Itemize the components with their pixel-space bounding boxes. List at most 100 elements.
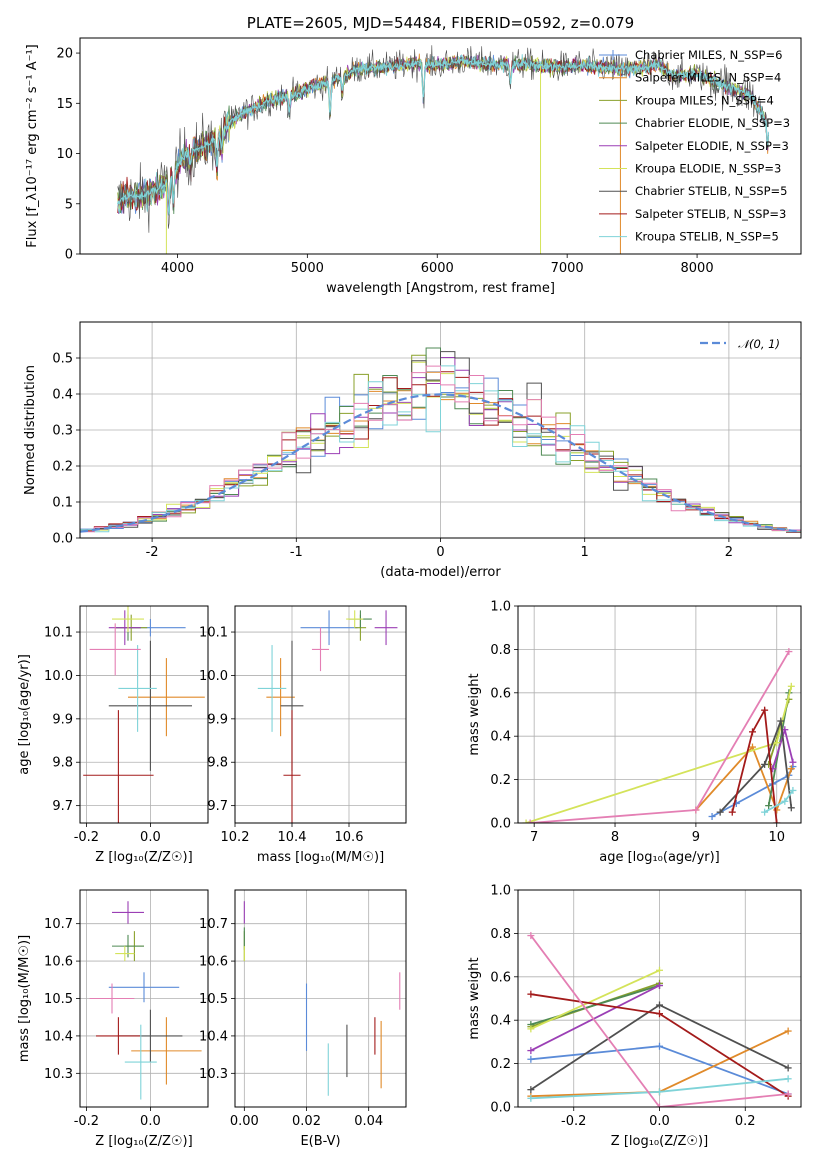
- legend-entry: Chabrier STELIB, N_SSP=5: [635, 184, 787, 198]
- x-tick-label: 4000: [161, 261, 194, 276]
- y-tick-label: 0.0: [52, 532, 73, 547]
- y-tick-label: 10.5: [44, 992, 73, 1007]
- x-tick-label: 5000: [291, 261, 324, 276]
- y-tick-label: 9.7: [207, 799, 228, 814]
- x-tick-label: 1: [581, 545, 589, 560]
- spectrum-legend: Chabrier MILES, N_SSP=6 Salpeter MILES, N…: [599, 48, 790, 244]
- weight-marker: [761, 808, 769, 816]
- weight-marker: [781, 797, 789, 805]
- x-tick-label: 2: [725, 545, 733, 560]
- errorbar-point: [283, 710, 301, 823]
- weight_vs_z-panel: -0.2 0.0 0.2 0.0 0.2 0.4 0.6 0.8 1.0 Z [log₁₀(Z/Z…: [467, 884, 802, 1149]
- x-tick-label: 9: [692, 830, 700, 845]
- weight-marker: [656, 1088, 663, 1096]
- x-axis-label: age [log₁₀(age/yr)]: [599, 850, 720, 865]
- weight-marker: [656, 1042, 663, 1050]
- x-tick-label: 8: [611, 830, 619, 845]
- weight-line: [530, 969, 660, 1030]
- y-tick-label: 0.0: [490, 817, 511, 832]
- errorbar-point: [108, 640, 192, 771]
- axes-frame: [79, 605, 209, 824]
- weight-line: [695, 745, 793, 813]
- y-axis-label: mass weight: [467, 673, 482, 755]
- errorbar-point: [300, 610, 358, 646]
- y-tick-label: 1.0: [490, 600, 511, 615]
- spectrum-data-line: [117, 45, 769, 233]
- y-tick-label: 9.8: [207, 756, 228, 771]
- spectrum-marks: [117, 45, 770, 254]
- x-axis-label: Z [log₁₀(Z/Z☉)]: [611, 1134, 708, 1149]
- weight-marker: [761, 760, 769, 768]
- mass_vs_z-panel: -0.2 0.0 10.3 10.4 10.5 10.6 10.7 Z [log₁₀(Z/Z☉…: [17, 889, 209, 1149]
- spectrum-panel: 4000 5000 6000 7000 8000 0 5 10 15 20 wavelength […: [25, 14, 802, 296]
- y-tick-label: 0.2: [52, 460, 73, 475]
- weight-marker: [748, 728, 756, 736]
- weight-marker: [789, 758, 797, 766]
- weight-line: [530, 651, 790, 823]
- weight-marker: [716, 808, 724, 816]
- mass_vs_ebv-marks: [243, 901, 401, 1096]
- age_vs_z-panel: -0.2 0.0 9.7 9.8 9.9 10.0 10.1 Z [log₁₀(Z/Z☉)] a…: [17, 605, 209, 865]
- normal-curve: [80, 393, 801, 533]
- weight-marker: [656, 1010, 663, 1018]
- x-tick-label: 7000: [551, 261, 584, 276]
- weight-marker: [692, 806, 700, 814]
- histogram-series: [80, 365, 801, 538]
- y-tick-label: 10.6: [199, 955, 228, 970]
- y-tick-label: 0.2: [490, 1057, 511, 1072]
- errorbar-point: [112, 901, 144, 924]
- x-tick-label: 10.4: [278, 830, 307, 845]
- weight-line: [530, 935, 789, 1107]
- errorbar-point: [131, 1017, 202, 1085]
- weight-marker: [527, 1047, 535, 1055]
- weight-marker: [748, 743, 756, 751]
- y-tick-label: 9.9: [52, 712, 73, 727]
- weight-marker: [527, 932, 535, 940]
- errorbar-point: [374, 610, 398, 646]
- age_vs_mass-panel: 10.2 10.4 10.6 9.7 9.8 9.9 10.0 10.1 mass [log₁₀…: [199, 605, 407, 865]
- age_vs_mass-marks: [257, 610, 398, 823]
- weight-marker: [789, 786, 797, 794]
- errorbar-point: [257, 645, 287, 732]
- x-axis-label: Z [log₁₀(Z/Z☉)]: [95, 850, 192, 865]
- x-tick-label: 0.0: [140, 1114, 161, 1129]
- errorbar-point: [124, 1024, 157, 1100]
- y-tick-label: 0: [65, 248, 73, 263]
- weight_vs_age-panel: 7 8 9 10 0.0 0.2 0.4 0.6 0.8 1.0 age [log₁₀(age/yr…: [467, 600, 802, 865]
- x-tick-label: 8000: [681, 261, 714, 276]
- residuals-marks: [80, 347, 801, 538]
- weight-marker: [656, 966, 663, 974]
- weight-marker: [784, 1075, 792, 1083]
- legend-entry: Kroupa ELODIE, N_SSP=3: [635, 162, 781, 176]
- x-tick-label: -2: [146, 545, 159, 560]
- x-tick-label: 0.02: [292, 1114, 321, 1129]
- y-tick-label: 5: [65, 197, 73, 212]
- weight-marker: [522, 819, 530, 823]
- age_vs_z-marks: [83, 606, 205, 823]
- y-tick-label: 10.4: [199, 1029, 228, 1044]
- weight-marker: [784, 1027, 792, 1035]
- axes-frame: [234, 889, 407, 1108]
- weight-line: [719, 720, 793, 813]
- x-tick-label: 0.04: [354, 1114, 383, 1129]
- errorbar-point: [266, 658, 295, 737]
- weight-marker: [527, 1055, 535, 1063]
- legend-entry: Kroupa STELIB, N_SSP=5: [635, 230, 779, 244]
- mass_vs_ebv-panel: 0.00 0.02 0.04 10.3 10.4 10.5 10.6 10.7 E(B-V): [199, 889, 407, 1149]
- y-tick-label: 9.7: [52, 799, 73, 814]
- x-tick-label: -0.2: [74, 830, 99, 845]
- legend-entry: Chabrier ELODIE, N_SSP=3: [635, 116, 790, 130]
- weight-marker: [787, 804, 795, 812]
- legend-entry: Kroupa MILES, N_SSP=4: [635, 93, 774, 107]
- y-tick-label: 9.9: [207, 712, 228, 727]
- weight-marker: [527, 1025, 535, 1033]
- y-tick-label: 10.0: [199, 669, 228, 684]
- x-tick-label: -0.2: [561, 1114, 586, 1129]
- errorbar-point: [115, 946, 135, 962]
- weight-marker: [777, 717, 785, 725]
- errorbar-point: [89, 983, 135, 1014]
- errorbar-point: [89, 623, 141, 676]
- y-tick-label: 10: [56, 147, 73, 162]
- y-tick-label: 0.6: [490, 686, 511, 701]
- y-tick-label: 10.3: [44, 1067, 73, 1082]
